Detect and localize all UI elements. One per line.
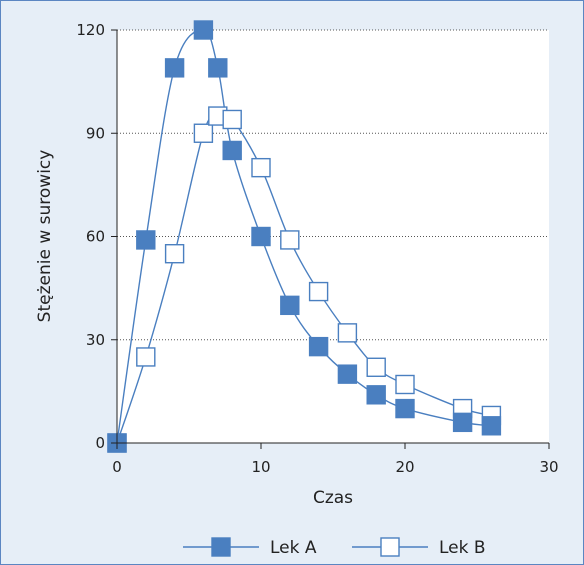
x-ticks: 0 10 20 30 [112,443,559,476]
point-s1-6 [251,157,271,178]
point-s0-10 [366,385,386,405]
point-s0-9 [337,364,358,384]
legend-marker-1 [380,537,400,557]
point-s0-6 [251,226,271,247]
x-tick-label-3: 30 [539,458,558,476]
legend: Lek A Lek B [183,537,486,558]
point-s1-8 [308,281,329,302]
y-tick-label-0: 0 [95,434,105,452]
legend-marker-0 [211,537,231,557]
point-s0-3 [193,20,214,40]
y-axis-title: Stężenie w surowicy [35,150,55,323]
point-s1-1 [136,347,156,367]
y-tick-label-2: 60 [86,228,105,246]
y-ticks: 0 30 60 90 120 [76,21,117,452]
y-tick-label-4: 120 [76,21,105,39]
point-s0-1 [136,230,156,250]
point-s1-5 [222,109,242,130]
point-s0-4 [208,58,228,78]
series-markers [107,20,502,453]
point-s0-5 [222,140,242,161]
x-tick-label-1: 10 [251,458,270,476]
point-s0-11 [395,398,415,419]
x-axis-title: Czas [313,488,353,508]
point-s1-3 [193,123,214,143]
point-s1-11 [395,374,415,395]
point-s0-2 [164,58,185,78]
point-s1-10 [366,357,386,377]
series-line-0 [116,29,492,444]
y-tick-label-1: 30 [86,331,105,349]
y-tick-label-3: 90 [86,124,105,142]
point-s0-12 [452,412,473,433]
legend-label-0: Lek A [270,538,317,558]
grid-lines [117,29,549,341]
point-s0-7 [280,295,300,316]
legend-label-1: Lek B [439,538,486,558]
point-s0-13 [481,416,502,436]
x-tick-label-0: 0 [112,458,122,476]
point-s0-8 [308,336,329,357]
point-s1-7 [280,230,300,250]
x-tick-label-2: 20 [395,458,414,476]
point-s1-9 [337,323,358,343]
point-s1-2 [164,244,185,264]
